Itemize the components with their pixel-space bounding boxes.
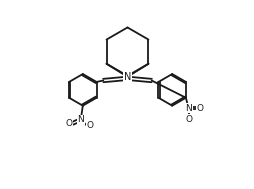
Text: O: O — [196, 104, 203, 112]
Text: O: O — [65, 119, 72, 128]
Text: O: O — [86, 121, 93, 130]
Text: N: N — [123, 72, 131, 82]
Text: N: N — [185, 104, 191, 112]
Text: O: O — [184, 115, 192, 124]
Text: N: N — [77, 115, 84, 124]
